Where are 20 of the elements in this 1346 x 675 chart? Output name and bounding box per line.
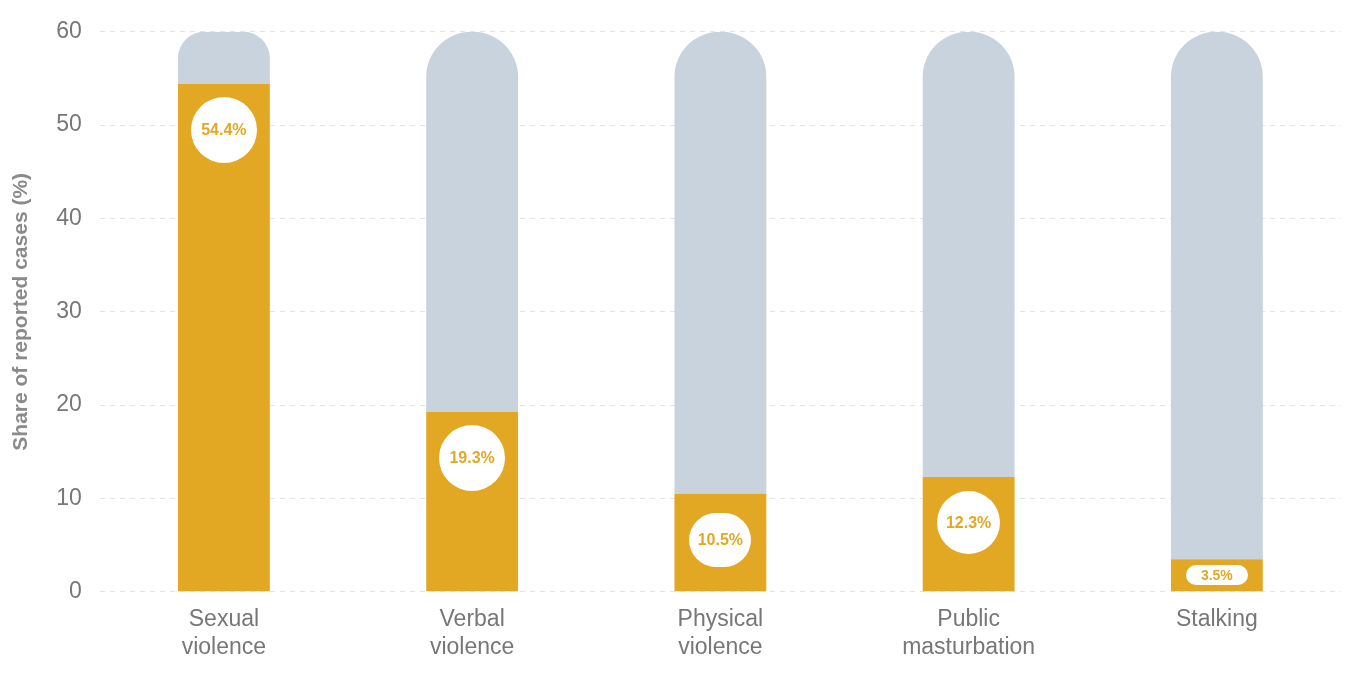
- y-tick-label: 10: [56, 483, 82, 510]
- y-tick-label: 30: [56, 297, 82, 324]
- x-tick-label: Public masturbation: [902, 604, 1036, 659]
- bar: [426, 31, 519, 412]
- x-tick-label: Sexual violence: [181, 604, 267, 659]
- x-tick-label: Physical violence: [677, 604, 764, 659]
- bar: [177, 84, 270, 592]
- bar: [922, 31, 1015, 477]
- x-tick-label: Stalking: [1175, 604, 1258, 631]
- bar: [1170, 31, 1263, 560]
- y-axis-title: Share of reported cases (%): [8, 172, 32, 451]
- y-tick-label: 50: [56, 110, 82, 137]
- label-bubble: 3.5%: [1185, 565, 1248, 586]
- x-tick-label: Verbal violence: [429, 604, 515, 659]
- y-tick-label: 0: [68, 577, 82, 604]
- bar: [177, 31, 270, 85]
- y-tick-label: 40: [56, 203, 82, 230]
- y-tick-label: 20: [56, 390, 82, 417]
- y-tick-label: 60: [56, 17, 82, 44]
- bar: [674, 31, 767, 494]
